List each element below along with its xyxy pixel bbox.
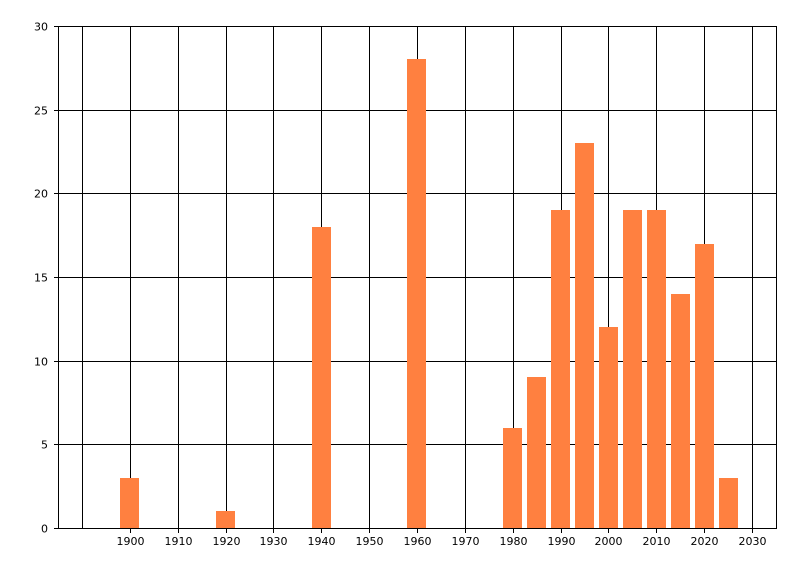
bar [647,210,666,528]
bar [599,327,618,528]
bar [671,294,690,528]
y-tick-label: 20 [34,188,48,201]
y-tick-label: 30 [34,21,48,34]
axes [54,26,777,533]
bar [527,377,546,528]
x-tick-label: 1970 [452,535,480,548]
x-tick-label: 2000 [595,535,623,548]
bar [551,210,570,528]
x-tick-label: 1940 [308,535,336,548]
x-tick-label: 1910 [165,535,193,548]
y-tick-label: 0 [41,523,48,536]
x-tick-label: 1950 [356,535,384,548]
x-tick-label: 1990 [548,535,576,548]
tick-labels: 0 5 10 15 20 25 30 1900 1910 1920 1930 1940 1950 1960… [34,21,767,549]
bar [120,478,139,528]
bar [623,210,642,528]
x-tick-label: 2010 [643,535,671,548]
bar [719,478,738,528]
y-tick-label: 15 [34,272,48,285]
y-tick-label: 10 [34,356,48,369]
y-tick-label: 5 [41,439,48,452]
bars [120,59,738,528]
y-tick-label: 25 [34,105,48,118]
bar [312,227,331,528]
bar [503,428,522,528]
x-tick-label: 1980 [500,535,528,548]
bar [575,143,594,528]
bar [695,244,714,528]
x-tick-label: 1900 [117,535,145,548]
x-tick-label: 1920 [213,535,241,548]
x-tick-label: 1930 [260,535,288,548]
x-tick-label: 1960 [404,535,432,548]
x-tick-label: 2030 [739,535,767,548]
bar [407,59,426,528]
x-tick-label: 2020 [691,535,719,548]
bar [216,511,235,528]
